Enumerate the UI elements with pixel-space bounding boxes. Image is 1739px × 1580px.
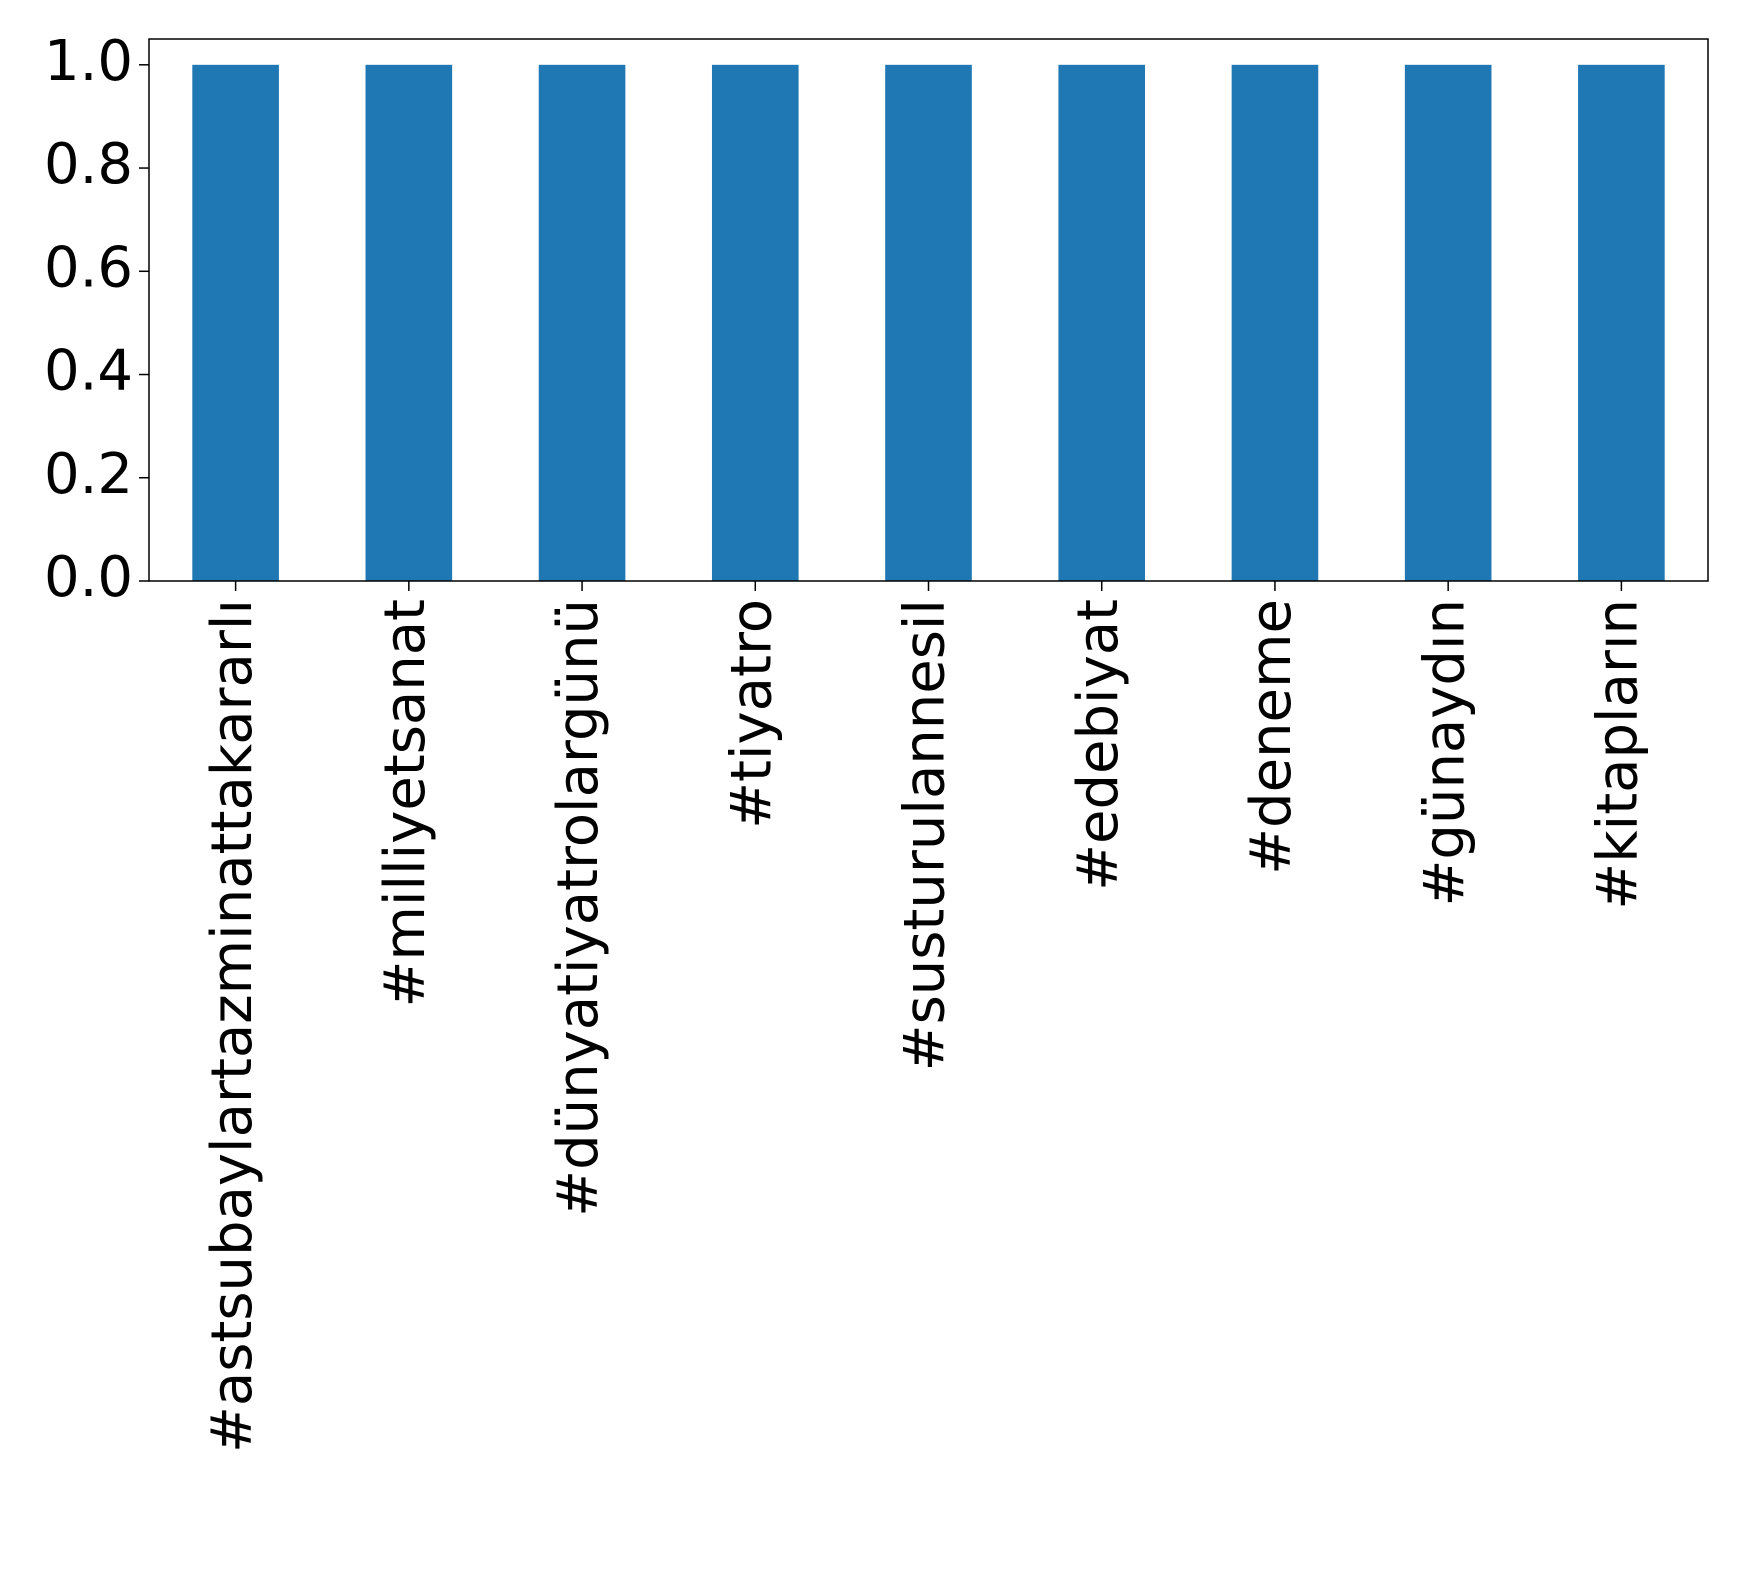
y-tick-label: 0.6 (44, 235, 133, 300)
y-tick-label: 0.2 (44, 442, 133, 507)
y-tick-label: 0.4 (44, 339, 133, 404)
bar (1058, 64, 1146, 582)
y-tick-label: 1.0 (44, 29, 133, 94)
bar (711, 64, 799, 582)
y-tick-label: 0.0 (44, 545, 133, 610)
x-tick-label: #kitapların (1586, 599, 1651, 910)
x-tick-label: #dünyatiyatrolargünü (546, 599, 611, 1217)
x-tick-label: #edebiyat (1066, 599, 1131, 891)
bar (192, 64, 279, 582)
bar (1404, 64, 1492, 582)
x-tick-label: #günaydın (1412, 599, 1477, 907)
bar (885, 64, 972, 582)
bar (1231, 64, 1319, 582)
x-tick-label: #astsubaylartazminattakararlı (200, 599, 265, 1453)
x-tick-label: #susturulannesil (893, 599, 958, 1071)
bar (538, 64, 626, 582)
x-tick-label: #deneme (1239, 599, 1304, 875)
bar (365, 64, 453, 582)
bar (1578, 64, 1665, 582)
x-tick-label: #tiyatro (719, 599, 784, 829)
plot-frame (148, 38, 1709, 582)
x-tick-label: #milliyetsanat (373, 599, 438, 1008)
y-tick-label: 0.8 (44, 132, 133, 197)
